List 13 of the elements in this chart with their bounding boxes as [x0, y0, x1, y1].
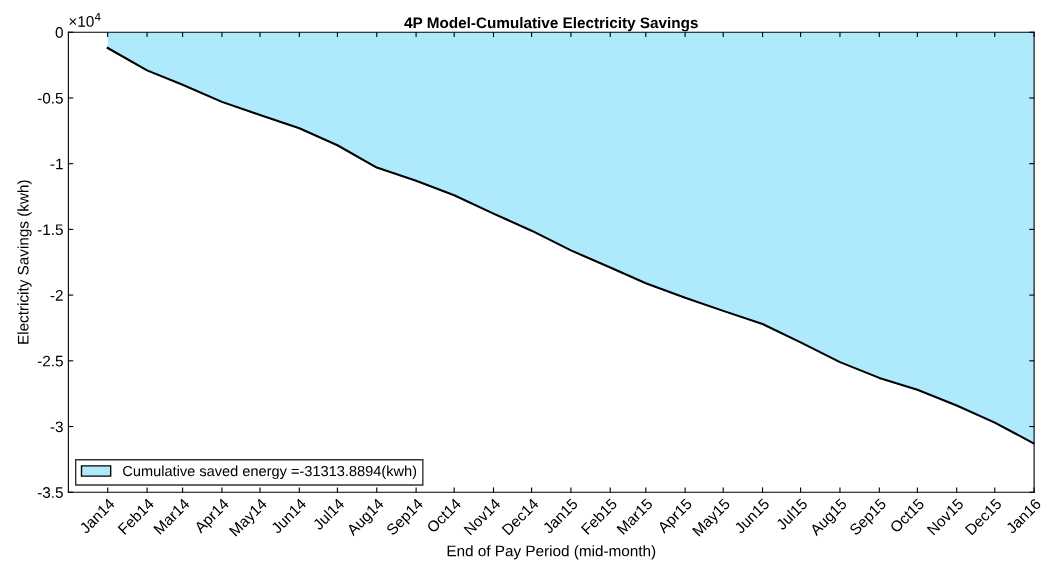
x-axis-title: End of Pay Period (mid-month) [447, 545, 656, 560]
chart-title: 4P Model-Cumulative Electricity Savings [404, 16, 698, 32]
y-tick-label: -1 [50, 158, 63, 170]
y-tick-label: -1.5 [37, 224, 63, 236]
y-tick-label: -3.5 [37, 487, 63, 498]
y-tick-label: -0.5 [37, 92, 63, 104]
y-tick-label: -2 [50, 289, 63, 301]
y-tick-label: -3 [50, 421, 63, 433]
y-tick-label: -2.5 [37, 355, 63, 367]
y-tick-label: 0 [55, 27, 63, 38]
text: ×10$^{4}$ [69, 13, 101, 27]
legend-label: Cumulative saved energy =-31313.8894(kwh) [123, 465, 417, 480]
y-axis-title: Electricity Savings (kwh) [17, 180, 32, 344]
